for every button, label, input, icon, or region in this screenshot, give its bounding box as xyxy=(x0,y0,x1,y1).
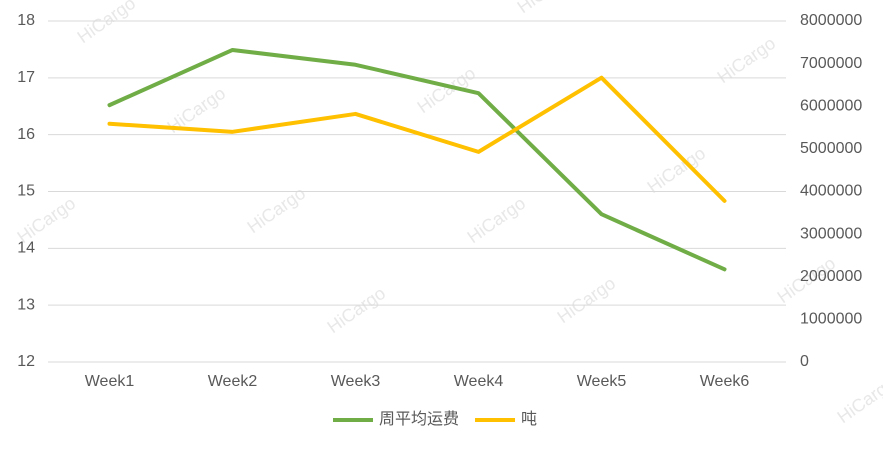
y-tick-label: 12 xyxy=(17,353,35,370)
x-tick-label: Week2 xyxy=(208,373,258,390)
y-tick-label: 15 xyxy=(17,183,35,200)
y-tick-label: 16 xyxy=(17,126,35,143)
watermark: HiCargo xyxy=(714,33,780,87)
legend-label: 吨 xyxy=(521,410,537,428)
series-line xyxy=(107,47,727,272)
x-tick-label: Week3 xyxy=(331,373,381,390)
series-line xyxy=(107,75,727,203)
watermark: HiCargo xyxy=(834,373,883,427)
x-tick-label: Week1 xyxy=(85,373,135,390)
legend-label: 周平均运费 xyxy=(379,410,459,428)
x-tick-label: Week6 xyxy=(700,373,750,390)
y2-tick-label: 8000000 xyxy=(800,12,862,29)
watermark: HiCargo xyxy=(554,273,620,327)
watermark: HiCargo xyxy=(74,0,140,47)
y-tick-label: 13 xyxy=(17,296,35,313)
y2-tick-label: 0 xyxy=(800,353,809,370)
y2-tick-label: 5000000 xyxy=(800,140,862,157)
watermark: HiCargo xyxy=(514,0,580,17)
y2-tick-label: 6000000 xyxy=(800,97,862,114)
watermark: HiCargo xyxy=(324,283,390,337)
watermark: HiCargo xyxy=(464,193,530,247)
y2-tick-label: 3000000 xyxy=(800,225,862,242)
y2-tick-label: 1000000 xyxy=(800,311,862,328)
x-tick-label: Week5 xyxy=(577,373,627,390)
x-tick-label: Week4 xyxy=(454,373,504,390)
y-tick-label: 18 xyxy=(17,12,35,29)
y-tick-label: 14 xyxy=(17,240,35,257)
y2-tick-label: 7000000 xyxy=(800,55,862,72)
y2-tick-label: 2000000 xyxy=(800,268,862,285)
y-tick-label: 17 xyxy=(17,69,35,86)
y2-tick-label: 4000000 xyxy=(800,183,862,200)
